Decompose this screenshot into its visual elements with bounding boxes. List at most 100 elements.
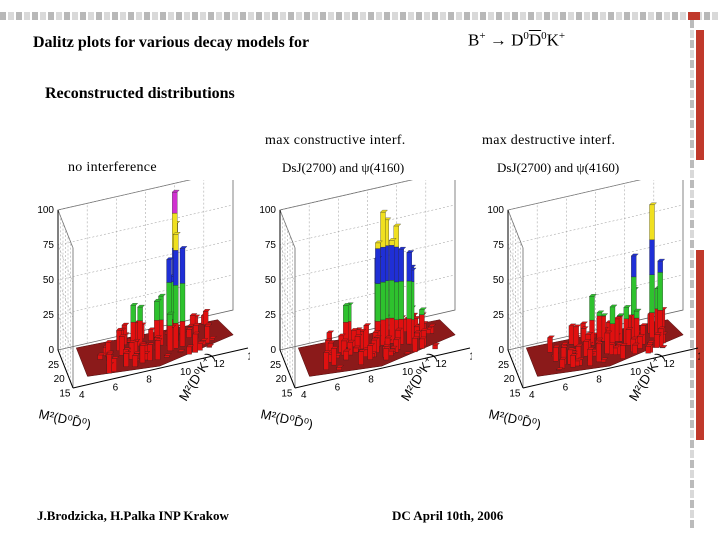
panel-2-label: DsJ(2700) and ψ(4160) bbox=[282, 160, 405, 175]
lego-bar bbox=[607, 342, 616, 355]
lego-bar bbox=[128, 340, 137, 360]
lego-bar bbox=[657, 258, 666, 336]
z-tick-label: 50 bbox=[265, 275, 277, 286]
panel-3-label: DsJ(2700) and ψ(4160) bbox=[497, 160, 620, 175]
lego-bar bbox=[204, 324, 213, 344]
lego-bar bbox=[632, 342, 640, 354]
x-axis-title: M²(D⁰D̄⁰) bbox=[487, 406, 542, 430]
lego-bar bbox=[604, 330, 613, 354]
z-tick-label: 100 bbox=[487, 205, 504, 216]
lego-bar bbox=[574, 358, 582, 367]
y-tick-label: 4 bbox=[529, 390, 535, 401]
lego-bar bbox=[323, 350, 332, 370]
lego-bar bbox=[118, 334, 127, 356]
lego-bar bbox=[388, 238, 397, 344]
lego-bar bbox=[153, 299, 162, 346]
lego-bar bbox=[630, 253, 639, 341]
lego-bar bbox=[202, 309, 211, 326]
z-tick-label: 100 bbox=[259, 205, 276, 216]
lego-bar bbox=[154, 338, 163, 360]
lego-bar bbox=[186, 327, 194, 338]
lego-bar bbox=[189, 313, 198, 328]
x-tick-label: 20 bbox=[276, 374, 288, 385]
slide-title: Dalitz plots for various decay models fo… bbox=[33, 34, 310, 51]
dalitz-plot-max-destructive: 0255075100252015468101214M²(D⁰D̄⁰)M²(D⁰K… bbox=[487, 180, 700, 430]
lego-bar bbox=[555, 367, 564, 371]
lego-bar bbox=[331, 346, 339, 366]
y-tick-label: 6 bbox=[563, 382, 569, 393]
lego-bar bbox=[132, 353, 140, 367]
z-tick-label: 75 bbox=[493, 240, 505, 251]
x-tick-label: 15 bbox=[509, 389, 521, 400]
y-tick-label: 10 bbox=[402, 367, 414, 378]
lego-bar bbox=[659, 345, 668, 349]
lego-bar bbox=[587, 347, 595, 366]
decorative-top-strip bbox=[0, 12, 718, 20]
y-tick-label: 14 bbox=[247, 352, 250, 363]
lego-bar bbox=[406, 250, 415, 345]
lego-bar bbox=[403, 351, 412, 355]
lego-bar bbox=[147, 342, 155, 361]
lego-bar bbox=[595, 341, 604, 363]
lego-bar bbox=[552, 345, 561, 362]
lego-bar bbox=[380, 209, 388, 346]
lego-bar bbox=[139, 343, 148, 364]
z-tick-label: 25 bbox=[265, 310, 277, 321]
lego-bar bbox=[166, 311, 175, 352]
x-tick-label: 25 bbox=[498, 360, 510, 371]
dalitz-plot-no-interference: 0255075100252015468101214M²(D⁰D̄⁰)M²(D⁰K… bbox=[37, 180, 250, 430]
x-tick-label: 20 bbox=[504, 374, 516, 385]
lego-bar bbox=[428, 324, 437, 334]
lego-bar bbox=[208, 336, 217, 341]
y-tick-label: 8 bbox=[146, 375, 152, 386]
lego-bar bbox=[419, 336, 427, 349]
lego-bar bbox=[340, 338, 349, 356]
y-tick-label: 8 bbox=[596, 375, 602, 386]
lego-bar bbox=[347, 339, 356, 356]
lego-bar bbox=[412, 336, 420, 353]
z-tick-label: 50 bbox=[43, 275, 55, 286]
y-tick-label: 6 bbox=[113, 382, 119, 393]
lego-bar bbox=[123, 351, 132, 367]
lego-bar bbox=[637, 334, 645, 349]
x-tick-label: 15 bbox=[59, 389, 71, 400]
lego-bar bbox=[419, 307, 427, 341]
lego-bar bbox=[583, 339, 591, 357]
lego-bar bbox=[177, 349, 186, 353]
z-tick-label: 75 bbox=[265, 240, 277, 251]
lego-bar bbox=[352, 345, 361, 353]
z-tick-label: 50 bbox=[493, 275, 505, 286]
z-tick-label: 75 bbox=[43, 240, 55, 251]
lego-bar bbox=[192, 331, 201, 353]
lego-bar bbox=[354, 334, 363, 350]
x-tick-label: 20 bbox=[54, 374, 66, 385]
x-tick-label: 25 bbox=[270, 360, 282, 371]
y-tick-label: 12 bbox=[436, 359, 448, 370]
y-tick-label: 10 bbox=[630, 367, 642, 378]
y-tick-label: 10 bbox=[180, 367, 192, 378]
lego-bar bbox=[619, 343, 628, 359]
lego-bar bbox=[367, 343, 376, 360]
x-tick-label: 15 bbox=[281, 389, 293, 400]
x-axis-title: M²(D⁰D̄⁰) bbox=[37, 406, 92, 430]
y-tick-label: 14 bbox=[697, 352, 700, 363]
lego-bar bbox=[163, 353, 172, 358]
z-tick-label: 100 bbox=[37, 205, 54, 216]
lego-bar bbox=[358, 349, 366, 365]
lego-bar bbox=[106, 351, 115, 374]
lego-bar bbox=[343, 348, 351, 361]
lego-bar bbox=[179, 246, 188, 347]
lego-bar bbox=[432, 342, 440, 350]
lego-bar bbox=[383, 346, 392, 361]
lego-bar bbox=[130, 303, 139, 348]
y-tick-label: 4 bbox=[301, 390, 307, 401]
lego-bar bbox=[625, 327, 634, 346]
dalitz-plot-max-constructive: 0255075100252015468101214M²(D⁰D̄⁰)M²(D⁰K… bbox=[259, 180, 472, 430]
lego-bar bbox=[105, 340, 114, 358]
z-tick-label: 0 bbox=[498, 345, 504, 356]
lego-bar bbox=[350, 328, 359, 347]
subtitle: Reconstructed distributions bbox=[45, 85, 235, 102]
lego-bar bbox=[97, 352, 106, 360]
z-tick-label: 25 bbox=[493, 310, 505, 321]
x-tick-label: 25 bbox=[48, 360, 60, 371]
